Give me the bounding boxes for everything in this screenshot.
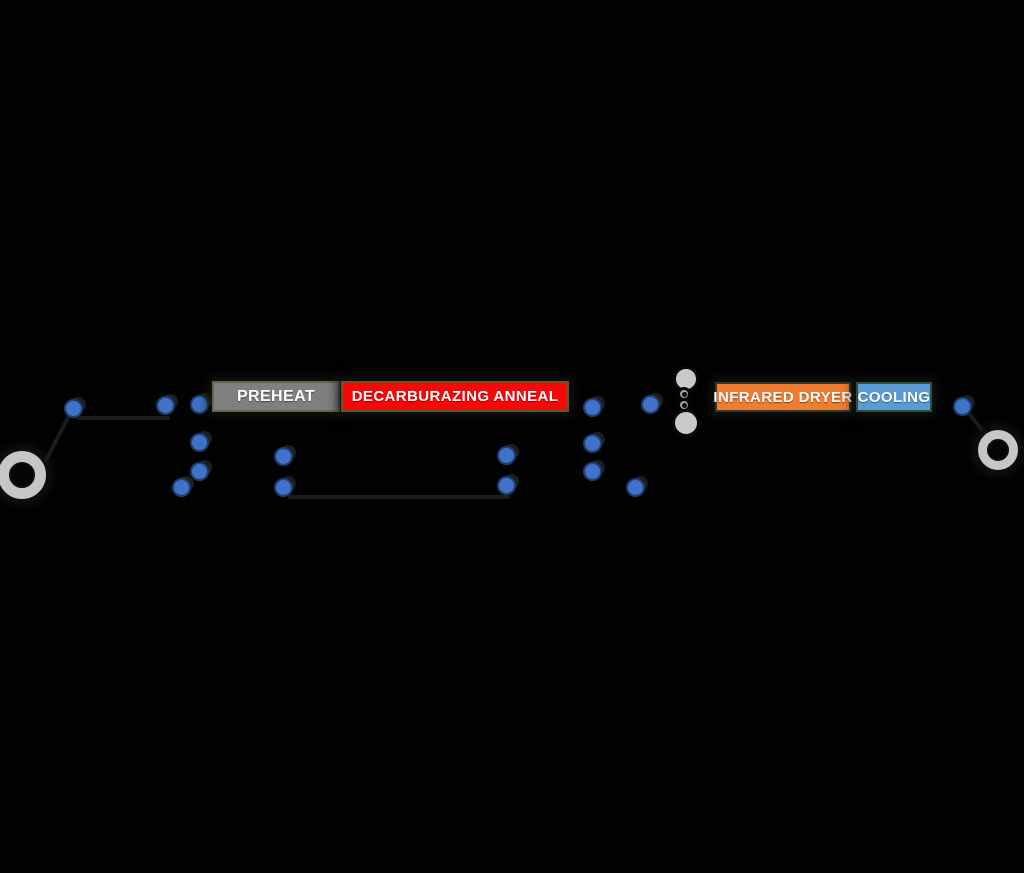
coil-bore-icon — [987, 439, 1009, 461]
strip-path-segment — [76, 416, 170, 420]
guide-roller-icon — [273, 446, 293, 466]
coil-bore-icon — [9, 462, 35, 488]
guide-roller-icon — [171, 477, 191, 497]
payoff-reel-icon — [0, 448, 49, 502]
station-decarburizing-anneal: DECARBURAZING ANNEAL — [341, 381, 569, 412]
guide-roller-icon — [189, 394, 209, 414]
strip-path-segment — [288, 495, 510, 499]
guide-roller-icon — [582, 461, 602, 481]
guide-roller-icon — [273, 477, 293, 497]
guide-roller-icon — [640, 394, 660, 414]
guide-roller-icon — [582, 433, 602, 453]
station-cooling: COOLING — [856, 382, 932, 412]
guide-roller-icon — [496, 445, 516, 465]
guide-roller-icon — [189, 461, 209, 481]
bridle-roll-icon — [672, 409, 700, 437]
roll-axle-icon — [681, 391, 687, 397]
station-decarburizing-anneal-label: DECARBURAZING ANNEAL — [351, 388, 559, 405]
guide-roller-icon — [189, 432, 209, 452]
guide-roller-icon — [625, 477, 645, 497]
guide-roller-icon — [952, 396, 972, 416]
rewind-reel-icon — [975, 427, 1021, 473]
station-preheat-label: PREHEAT — [236, 387, 316, 405]
guide-roller-icon — [63, 398, 83, 418]
station-infrared-dryer: INFRARED DRYER — [713, 382, 853, 412]
station-preheat: PREHEAT — [212, 381, 340, 412]
guide-roller-icon — [155, 395, 175, 415]
strip-path-segment — [42, 413, 72, 465]
guide-roller-icon — [496, 475, 516, 495]
station-infrared-dryer-label: INFRARED DRYER — [713, 388, 853, 406]
station-cooling-label: COOLING — [857, 388, 931, 406]
roll-axle-icon — [681, 402, 687, 408]
guide-roller-icon — [582, 397, 602, 417]
